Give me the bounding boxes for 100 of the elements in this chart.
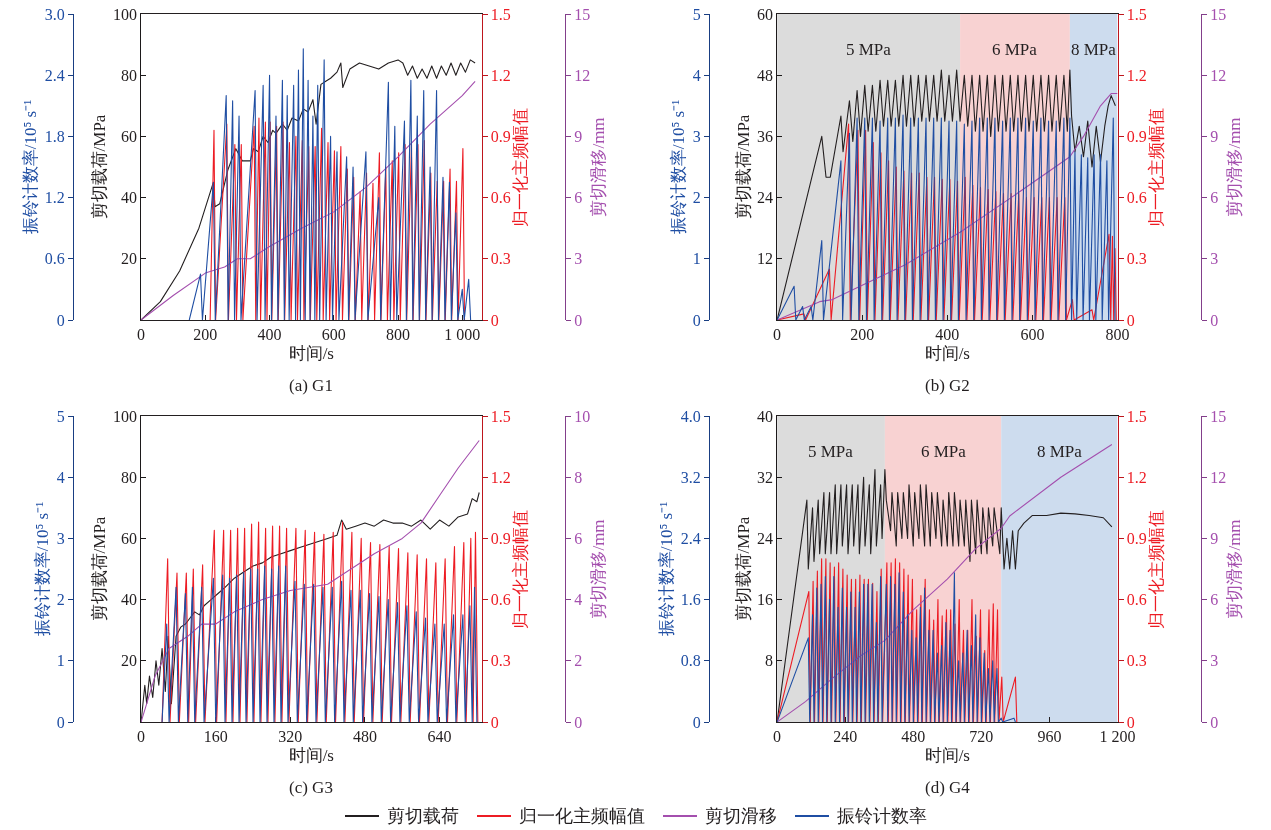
y2-axis-title: 振铃计数率/10⁵ s⁻¹ bbox=[33, 501, 53, 637]
y-tick-label: 20 bbox=[120, 250, 137, 268]
x-tick-label: 640 bbox=[427, 728, 452, 746]
y2-tick-label: 1.2 bbox=[490, 468, 511, 486]
x-tick-label: 400 bbox=[257, 326, 282, 344]
y-tick-label: 6 bbox=[574, 189, 583, 207]
y-tick-label: 0 bbox=[1210, 713, 1219, 731]
x-tick-label: 1 000 bbox=[444, 326, 481, 344]
y-tick-label: 9 bbox=[574, 128, 583, 145]
y-tick-label: 24 bbox=[756, 530, 773, 547]
y2-tick-label: 1.2 bbox=[490, 66, 511, 84]
y-tick-label: 60 bbox=[756, 5, 773, 23]
y2-tick-label: 0.9 bbox=[490, 128, 511, 145]
y2-tick-label: 0.3 bbox=[490, 652, 511, 670]
y2-tick-label: 1.2 bbox=[1126, 468, 1147, 486]
y2-tick-label: 0 bbox=[692, 713, 701, 731]
text: (a) G1 bbox=[289, 376, 333, 395]
y-tick-label: 6 bbox=[1210, 189, 1219, 207]
y-tick-label: 24 bbox=[756, 189, 773, 207]
y2-tick-label: 2.4 bbox=[680, 530, 701, 547]
y-tick-label: 80 bbox=[120, 468, 137, 486]
y2-tick-label: 4 bbox=[692, 66, 701, 84]
y-tick-label: 6 bbox=[574, 530, 583, 547]
x-tick-label: 600 bbox=[321, 326, 346, 344]
band-label: 8 MPa bbox=[1037, 442, 1083, 461]
y2-axis-title: 归一化主频幅值 bbox=[510, 107, 530, 227]
legend-label: 归一化主频幅值 bbox=[518, 805, 645, 828]
y2-tick-label: 0.6 bbox=[44, 250, 65, 268]
y-tick-label: 0 bbox=[574, 311, 583, 329]
text: (b) G2 bbox=[925, 376, 970, 395]
y2-tick-label: 0.9 bbox=[1126, 530, 1147, 547]
y2-tick-label: 0.8 bbox=[680, 652, 701, 670]
band-label: 5 MPa bbox=[808, 442, 854, 461]
y-tick-label: 60 bbox=[120, 530, 137, 547]
band-label: 6 MPa bbox=[992, 40, 1038, 59]
y2-tick-label: 1.5 bbox=[490, 407, 511, 425]
y2-tick-label: 3 bbox=[56, 530, 65, 547]
y-tick-label: 3 bbox=[1210, 250, 1219, 268]
y-tick-label: 40 bbox=[120, 189, 137, 207]
legend-label: 剪切滑移 bbox=[704, 805, 777, 828]
y-tick-label: 80 bbox=[120, 66, 137, 84]
y2-axis-title: 归一化主频幅值 bbox=[1146, 107, 1166, 227]
line-series bbox=[161, 565, 478, 722]
x-tick-label: 600 bbox=[1020, 326, 1045, 344]
y2-tick-label: 4 bbox=[56, 468, 65, 486]
y-axis-title: 剪切滑移/mm bbox=[1224, 117, 1244, 217]
x-tick-label: 480 bbox=[352, 728, 377, 746]
y2-tick-label: 2 bbox=[56, 591, 65, 609]
x-tick-label: 800 bbox=[1105, 326, 1130, 344]
y2-tick-label: 1.8 bbox=[44, 128, 65, 145]
x-tick-label: 200 bbox=[193, 326, 218, 344]
y2-tick-label: 2 bbox=[692, 189, 701, 207]
y-tick-label: 15 bbox=[1210, 407, 1227, 425]
y2-tick-label: 0.6 bbox=[490, 189, 511, 207]
x-tick-label: 960 bbox=[1037, 728, 1062, 746]
y2-tick-label: 1.6 bbox=[680, 591, 701, 609]
y2-tick-label: 1.5 bbox=[1126, 407, 1147, 425]
y2-tick-label: 1.2 bbox=[44, 189, 65, 207]
line-series bbox=[188, 48, 472, 320]
x-tick-label: 320 bbox=[278, 728, 303, 746]
y2-tick-label: 0 bbox=[56, 713, 65, 731]
y-axis-title: 剪切滑移/mm bbox=[588, 519, 608, 619]
y2-tick-label: 1 bbox=[692, 250, 701, 268]
y-axis-title: 剪切载荷/MPa bbox=[734, 114, 754, 220]
y-tick-label: 4 bbox=[574, 591, 583, 609]
y-tick-label: 12 bbox=[1210, 468, 1227, 486]
y-tick-label: 40 bbox=[756, 407, 773, 425]
y-tick-label: 20 bbox=[120, 652, 137, 670]
y2-tick-label: 0.3 bbox=[1126, 250, 1147, 268]
y2-tick-label: 0 bbox=[1126, 713, 1135, 731]
x-tick-label: 200 bbox=[850, 326, 875, 344]
y-tick-label: 12 bbox=[756, 250, 773, 268]
y2-tick-label: 0.6 bbox=[490, 591, 511, 609]
band-label: 8 MPa bbox=[1071, 40, 1117, 59]
y-axis-title: 剪切滑移/mm bbox=[588, 117, 608, 217]
y2-tick-label: 1.5 bbox=[490, 5, 511, 23]
y2-tick-label: 0.6 bbox=[1126, 591, 1147, 609]
x-tick-label: 160 bbox=[203, 728, 228, 746]
y-tick-label: 36 bbox=[756, 128, 773, 145]
y-tick-label: 9 bbox=[1210, 530, 1219, 547]
y2-tick-label: 0 bbox=[56, 311, 65, 329]
y2-tick-label: 2.4 bbox=[44, 66, 65, 84]
y2-tick-label: 3 bbox=[692, 128, 701, 145]
y-tick-label: 0 bbox=[1210, 311, 1219, 329]
y2-tick-label: 1 bbox=[56, 652, 65, 670]
y2-tick-label: 4.0 bbox=[680, 407, 701, 425]
x-axis-title: 时间/s bbox=[924, 745, 970, 765]
y-tick-label: 32 bbox=[756, 468, 773, 486]
y-tick-label: 10 bbox=[574, 407, 591, 425]
y-tick-label: 3 bbox=[1210, 652, 1219, 670]
y2-tick-label: 5 bbox=[56, 407, 65, 425]
y2-tick-label: 1.2 bbox=[1126, 66, 1147, 84]
y2-tick-label: 1.5 bbox=[1126, 5, 1147, 23]
x-axis-title: 时间/s bbox=[288, 343, 334, 363]
x-axis-title: 时间/s bbox=[288, 745, 334, 765]
x-axis-title: 时间/s bbox=[924, 343, 970, 363]
y-tick-label: 0 bbox=[574, 713, 583, 731]
legend-label: 剪切载荷 bbox=[386, 805, 459, 828]
y-tick-label: 8 bbox=[764, 652, 773, 670]
x-tick-label: 480 bbox=[901, 728, 926, 746]
